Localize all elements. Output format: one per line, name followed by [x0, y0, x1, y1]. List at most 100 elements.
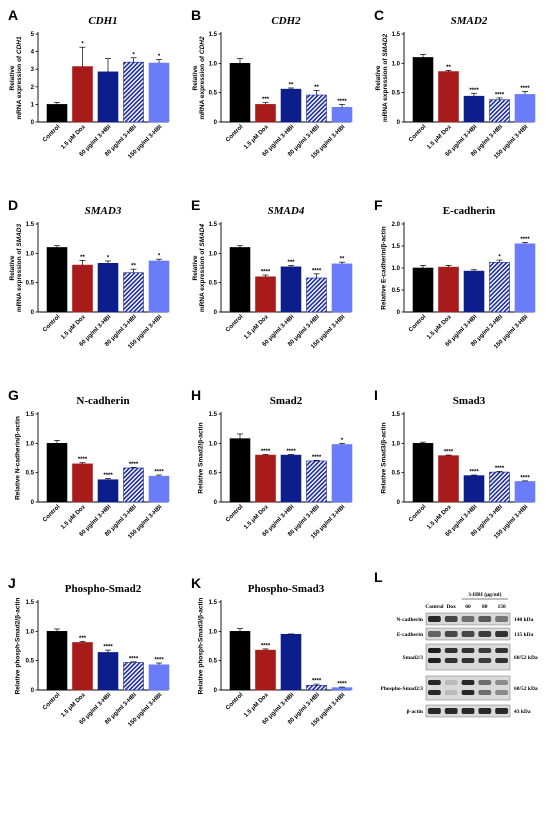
y-tick-label: 0 — [397, 500, 401, 506]
panel-c: C SMAD2 RelativemRNA expression of SMAD2 0 0… — [366, 0, 549, 250]
y-tick-label: 0 — [214, 688, 218, 694]
panel-f: F E-cadherin Relative E-cadherin/β-actin 0 0… — [366, 190, 549, 440]
chart-title: E-cadherin — [443, 205, 496, 217]
y-tick-label: 1.0 — [392, 266, 401, 272]
x-tick-label: Control — [42, 504, 62, 524]
blot-kda-label: 135 kDa — [514, 632, 534, 638]
panel-b: B CDH2 RelativemRNA expression of CDH2 0 0.5… — [183, 0, 366, 250]
bar — [306, 94, 327, 123]
significance-label: **** — [286, 449, 296, 455]
panel-letter: F — [374, 197, 383, 213]
y-tick-label: 1.0 — [26, 629, 35, 635]
x-tick-label: Control — [225, 314, 245, 334]
blot-group-label: 3-HBI (μg/ml) — [468, 591, 501, 598]
blot-band — [495, 648, 508, 653]
blot-band — [428, 680, 441, 685]
blot-lane-label: 60 — [465, 604, 471, 610]
y-tick-label: 1.0 — [209, 629, 218, 635]
bar — [280, 88, 302, 123]
bar — [255, 454, 276, 503]
significance-label: * — [132, 52, 135, 58]
x-tick-label: Control — [42, 124, 62, 144]
bar — [123, 467, 144, 503]
significance-label: ** — [80, 255, 85, 261]
bar — [123, 272, 144, 313]
x-tick-label: Control — [42, 692, 62, 712]
significance-label: **** — [495, 466, 505, 472]
bar — [438, 71, 459, 123]
y-tick-label: 1.5 — [26, 222, 35, 228]
y-tick-label: 0.5 — [209, 659, 218, 665]
bar — [229, 247, 251, 313]
significance-label: **** — [312, 679, 322, 685]
y-axis-label: RelativemRNA expression of SMAD3 — [9, 223, 23, 312]
significance-label: **** — [520, 237, 530, 243]
chart-svg-e: E SMAD4 RelativemRNA expression of SMAD4 0 0… — [191, 197, 353, 350]
bar — [148, 260, 170, 313]
panel-k: K Phospho-Smad3 Relative phosph-Smad3/β-ac… — [183, 568, 366, 818]
y-tick-label: 1.0 — [209, 441, 218, 447]
chart-svg-a: A CDH1 RelativemRNA expression of CDH1 0 1 2 3… — [8, 7, 170, 160]
blot-band — [444, 616, 458, 622]
y-tick-label: 0.5 — [392, 471, 401, 477]
x-tick-label: Control — [225, 504, 245, 524]
panel-a: A CDH1 RelativemRNA expression of CDH1 0 1 2 3… — [0, 0, 183, 250]
blot-band — [428, 616, 441, 622]
bar — [97, 71, 119, 123]
blot-band — [444, 648, 458, 653]
blot-band — [495, 690, 508, 695]
bar — [412, 267, 434, 313]
significance-label: **** — [469, 470, 479, 476]
significance-label: **** — [312, 268, 322, 274]
y-tick-label: 2.0 — [392, 222, 401, 228]
blot-strip — [425, 675, 511, 701]
panel-h: H Smad2 Relative Smad2/β-actin 0 0.5 1.0 1.5 Co… — [183, 380, 366, 630]
chart-title: Phospho-Smad2 — [65, 583, 142, 595]
bar — [306, 460, 327, 503]
bar — [46, 247, 68, 313]
chart-svg-f: F E-cadherin Relative E-cadherin/β-actin 0 0… — [374, 197, 536, 350]
panel-letter: K — [191, 575, 201, 591]
blot-band — [495, 631, 508, 637]
x-tick-label: Control — [225, 124, 245, 144]
bar — [280, 633, 302, 691]
y-tick-label: 0.5 — [209, 91, 218, 97]
y-tick-label: 1.5 — [392, 244, 401, 250]
blot-band — [428, 690, 441, 695]
significance-label: **** — [337, 682, 347, 688]
y-axis-label: Relative phosph-Smad2/β-actin — [14, 598, 21, 695]
significance-label: **** — [154, 658, 164, 664]
y-tick-label: 1.5 — [392, 32, 401, 38]
bar — [331, 263, 353, 313]
blot-band — [444, 631, 458, 637]
bar — [306, 277, 327, 313]
y-axis-label: Relative E-cadherin/β-actin — [380, 226, 387, 309]
significance-label: * — [81, 42, 84, 48]
blot-band — [461, 631, 475, 637]
x-tick-label: 1.5 μM Dox — [243, 124, 270, 151]
bar — [72, 264, 93, 313]
bar — [229, 438, 251, 503]
blot-band — [478, 631, 492, 637]
significance-label: **** — [337, 99, 347, 105]
y-tick-label: 4 — [31, 50, 35, 56]
y-tick-label: 0 — [31, 500, 35, 506]
bar — [489, 261, 510, 313]
x-tick-label: 1.5 μM Dox — [243, 692, 270, 719]
panel-letter: D — [8, 197, 18, 213]
blot-band — [428, 648, 441, 653]
blot-band — [495, 658, 508, 663]
bar — [123, 662, 144, 691]
y-tick-label: 0.5 — [209, 281, 218, 287]
chart-svg-k: K Phospho-Smad3 Relative phosph-Smad3/β-ac… — [191, 575, 353, 728]
bar — [489, 471, 510, 503]
blot-band — [495, 616, 508, 622]
bar — [97, 652, 119, 691]
y-tick-label: 0.5 — [26, 659, 35, 665]
significance-label: * — [498, 255, 501, 261]
blot-band — [495, 680, 508, 685]
significance-label: *** — [79, 636, 87, 642]
western-blot-panel: L 3-HBI (μg/ml) Control Dox 60 80 150 N-cadheri… — [366, 502, 550, 752]
significance-label: **** — [103, 645, 113, 651]
significance-label: **** — [78, 457, 88, 463]
